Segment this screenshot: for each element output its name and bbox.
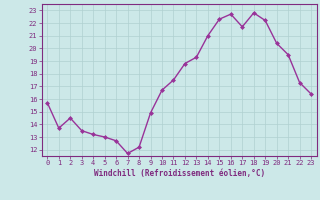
X-axis label: Windchill (Refroidissement éolien,°C): Windchill (Refroidissement éolien,°C) <box>94 169 265 178</box>
